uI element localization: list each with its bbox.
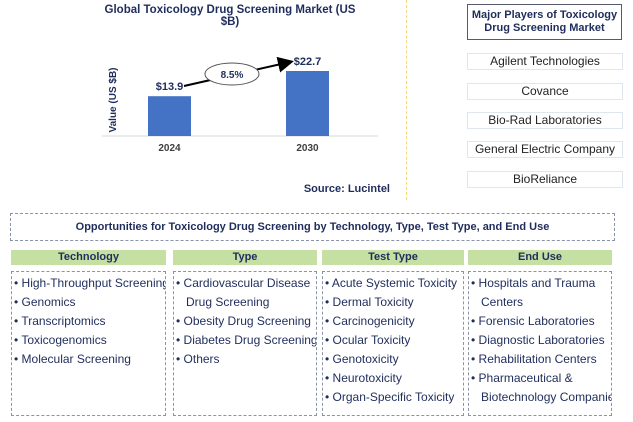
player-item: General Electric Company — [467, 141, 623, 158]
player-item: Covance — [467, 83, 623, 100]
chart-title: Global Toxicology Drug Screening Market … — [104, 4, 356, 28]
cagr-ellipse — [204, 62, 260, 86]
data-label: $22.7 — [294, 56, 322, 68]
source-label: Source: Lucintel — [303, 183, 390, 195]
list-item: • Hospitals and Trauma — [471, 276, 596, 290]
column-list: • Cardiovascular Disease Drug Screening •… — [173, 271, 317, 416]
list-item: • Ocular Toxicity — [325, 333, 411, 347]
list-item: • Acute Systemic Toxicity — [325, 276, 458, 290]
bar-chart: Value (US $B) $13.9 2024 $22.7 2030 8.5% — [102, 56, 378, 154]
data-label: $13.9 — [156, 81, 184, 93]
list-item: • Obesity Drug Screening — [176, 314, 311, 328]
list-item: Biotechnology Companies — [471, 390, 612, 404]
list-item: • Transcriptomics — [14, 314, 106, 328]
list-item: • Others — [176, 352, 220, 366]
list-item: • Genotoxicity — [325, 352, 399, 366]
list-item: Drug Screening — [176, 295, 270, 309]
cagr-label: 8.5% — [221, 70, 244, 81]
list-item: • Neurotoxicity — [325, 371, 402, 385]
list-item: • Cardiovascular Disease — [176, 276, 311, 290]
column-heading: End Use — [468, 250, 612, 265]
list-item: • Carcinogenicity — [325, 314, 415, 328]
y-axis-label: Value (US $B) — [108, 67, 119, 132]
list-item: • Pharmaceutical & — [471, 371, 573, 385]
column-heading: Technology — [11, 250, 166, 265]
list-item: Centers — [471, 295, 524, 309]
bar-2030 — [286, 71, 329, 136]
column-heading: Test Type — [322, 250, 464, 265]
list-item: • Forensic Laboratories — [471, 314, 595, 328]
player-item: Agilent Technologies — [467, 53, 623, 70]
x-tick-label: 2024 — [158, 143, 181, 154]
list-item: • Genomics — [14, 295, 76, 309]
opportunities-title: Opportunities for Toxicology Drug Screen… — [10, 213, 615, 241]
list-item: • Dermal Toxicity — [325, 295, 414, 309]
column-list: • High-Throughput Screening • Genomics • T… — [11, 271, 166, 416]
list-item: • Rehabilitation Centers — [471, 352, 597, 366]
player-item: BioReliance — [467, 171, 623, 188]
column-list: • Hospitals and Trauma Centers • Forensic… — [468, 271, 612, 416]
player-item: Bio-Rad Laboratories — [467, 112, 623, 129]
x-tick-label: 2030 — [296, 143, 319, 154]
players-title: Major Players of Toxicology Drug Screeni… — [467, 4, 622, 40]
divider — [406, 0, 407, 200]
column-heading: Type — [173, 250, 317, 265]
column-list: • Acute Systemic Toxicity • Dermal Toxici… — [322, 271, 464, 416]
list-item: • Organ-Specific Toxicity — [325, 390, 455, 404]
list-item: • Toxicogenomics — [14, 333, 107, 347]
list-item: • Diagnostic Laboratories — [471, 333, 605, 347]
bar-2024 — [148, 96, 191, 136]
list-item: • Diabetes Drug Screening — [176, 333, 317, 347]
list-item: • High-Throughput Screening — [14, 276, 166, 290]
list-item: • Molecular Screening — [14, 352, 131, 366]
